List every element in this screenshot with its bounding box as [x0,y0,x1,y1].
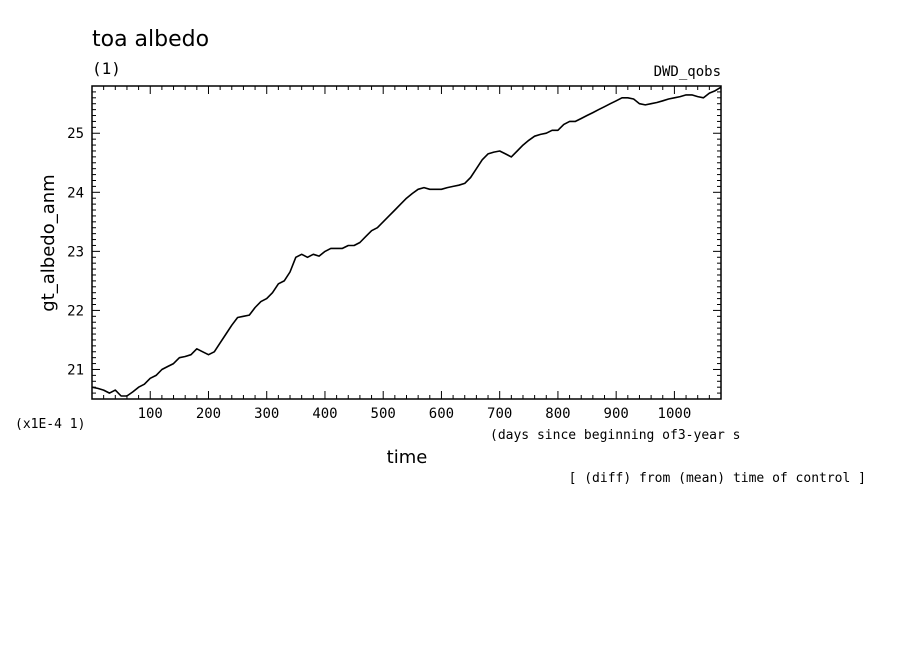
footer-note: [ (diff) from (mean) time of control ] [569,471,866,486]
y-axis-tick-labels: 21 22 23 24 25 [67,126,84,378]
x-tick-label: 900 [604,406,629,422]
y-tick-label: 24 [67,185,84,201]
y-axis-title: gt_albedo_anm [38,174,59,311]
chart-title: toa albedo [92,27,209,52]
x-tick-label: 800 [545,406,570,422]
y-tick-label: 22 [67,303,84,319]
x-tick-label: 200 [196,406,221,422]
plot-frame [91,85,722,400]
y-tick-label: 25 [67,126,84,142]
y-tick-label: 23 [67,244,84,260]
x-tick-label: 700 [487,406,512,422]
x-unit-label: (days since beginning of3-year s [490,428,740,443]
y-axis-ticks [92,85,721,400]
x-tick-label: 1000 [658,406,692,422]
series-group [91,86,722,397]
x-tick-label: 500 [371,406,396,422]
x-axis-tick-labels: 100 200 300 400 500 600 700 800 900 1000 [138,406,692,422]
y-scale-note: (x1E-4 1) [15,417,85,432]
series-line [91,86,722,397]
chart-subtitle: (1) [92,59,121,78]
x-tick-label: 100 [138,406,163,422]
run-label: DWD_qobs [654,64,721,80]
x-tick-label: 400 [312,406,337,422]
x-tick-label: 600 [429,406,454,422]
x-tick-label: 300 [254,406,279,422]
y-tick-label: 21 [67,362,84,378]
x-axis-title: time [387,447,428,468]
